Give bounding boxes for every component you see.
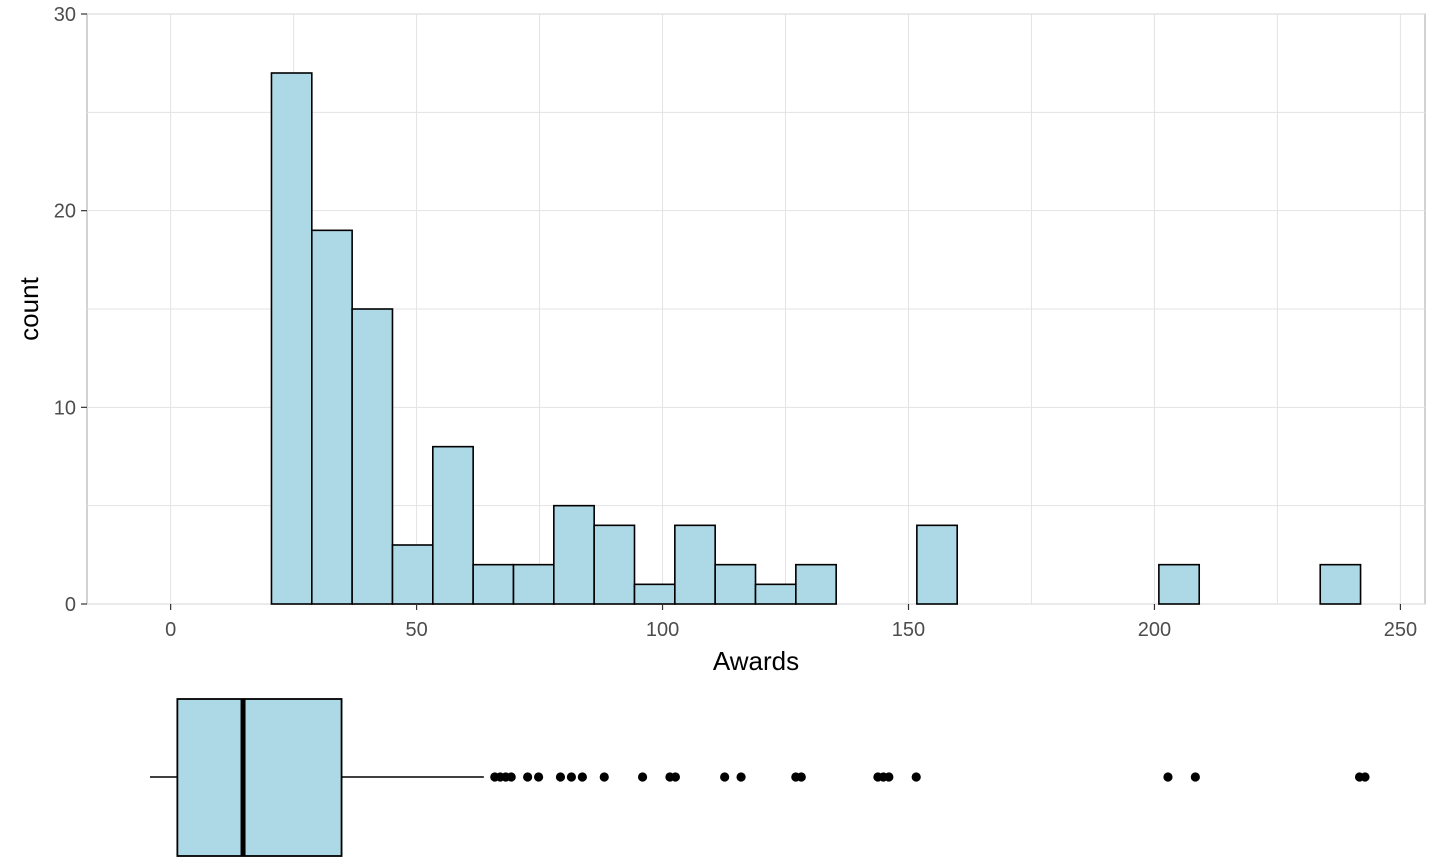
boxplot-outlier [577,772,587,782]
histogram-bar [351,308,394,605]
boxplot-outlier [736,772,746,782]
boxplot-panel [150,698,1370,857]
y-tick-label: 30 [54,4,76,26]
boxplot-outlier [533,772,544,782]
histogram-bar [916,524,958,605]
histogram-bar [391,544,434,605]
histogram-bar [432,445,474,605]
boxplot-outlier [1360,772,1370,782]
histogram-bar [311,229,353,605]
boxplot-outlier [911,772,921,782]
boxplot-outlier [599,772,609,782]
histogram-bar [633,583,676,605]
boxplot-outlier [1190,772,1200,782]
histogram-bar [754,583,797,605]
boxplot-outlier [555,772,566,782]
y-axis-ticks: 0 10 20 30 [54,4,87,616]
histogram-bar [270,72,313,605]
x-tick-label: 200 [1138,619,1171,641]
boxplot-outlier [884,772,894,782]
x-axis-title: Awards [713,646,799,676]
histogram-bars [270,72,1362,605]
boxplot-outlier [1163,772,1173,782]
x-tick-label: 250 [1384,619,1417,641]
boxplot-outlier [506,772,516,782]
histogram-bar [1158,563,1201,605]
boxplot-outlier [637,772,648,782]
histogram-bar [674,524,716,605]
boxplot-box [176,698,343,857]
histogram-bar [472,563,515,605]
histogram-bar [512,563,555,605]
x-tick-label: 100 [646,619,679,641]
histogram-bar [1319,563,1362,605]
boxplot-outlier [720,772,730,782]
histogram-panel: 0 50 100 150 200 250 0 10 20 30 Awards count [14,4,1426,676]
x-tick-label: 150 [892,619,925,641]
histogram-bar [553,504,595,605]
boxplot-outlier [523,772,533,782]
boxplot-outlier [566,772,577,782]
histogram-bar [795,563,837,605]
y-axis-title: count [14,276,44,340]
y-tick-label: 20 [54,201,76,223]
boxplot-outlier [796,772,806,782]
histogram-bar [714,563,757,605]
x-axis-ticks: 0 50 100 150 200 250 [165,604,1417,641]
boxplot-outlier [670,772,681,782]
x-tick-label: 50 [405,619,427,641]
y-tick-label: 0 [65,594,76,616]
x-tick-label: 0 [165,619,176,641]
histogram-bar [593,524,636,605]
y-tick-label: 10 [54,397,76,419]
